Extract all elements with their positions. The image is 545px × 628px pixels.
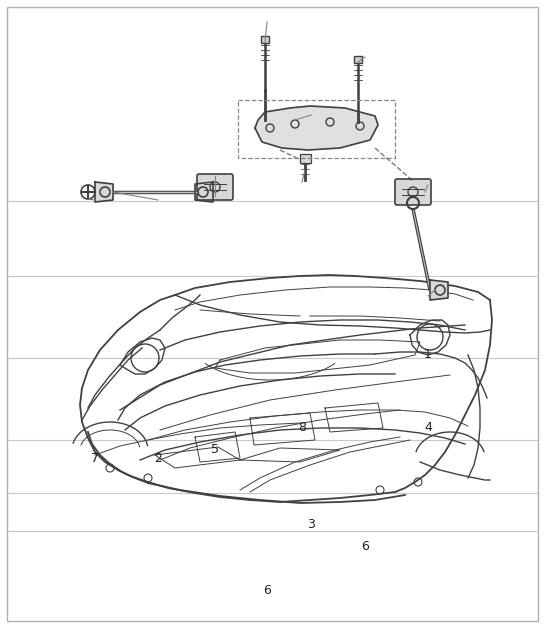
FancyBboxPatch shape [261, 36, 269, 43]
FancyBboxPatch shape [395, 179, 431, 205]
Text: 6: 6 [361, 540, 369, 553]
FancyBboxPatch shape [197, 174, 233, 200]
Polygon shape [95, 182, 113, 202]
Text: 1: 1 [424, 349, 432, 361]
Text: 3: 3 [307, 518, 314, 531]
FancyBboxPatch shape [354, 55, 362, 63]
FancyBboxPatch shape [300, 153, 311, 163]
Polygon shape [430, 280, 448, 300]
Text: 6: 6 [263, 584, 271, 597]
Text: 4: 4 [424, 421, 432, 433]
Polygon shape [195, 182, 213, 202]
Text: 7: 7 [92, 452, 99, 465]
Text: 5: 5 [211, 443, 219, 455]
Text: 2: 2 [154, 452, 162, 465]
Polygon shape [255, 106, 378, 150]
Text: 8: 8 [299, 421, 306, 433]
